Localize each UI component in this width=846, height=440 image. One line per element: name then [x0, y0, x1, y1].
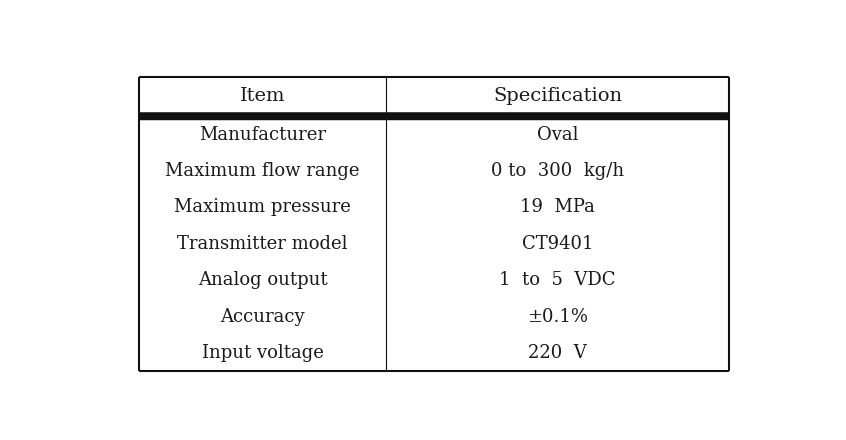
- Text: Manufacturer: Manufacturer: [199, 125, 326, 143]
- Text: Oval: Oval: [536, 125, 579, 143]
- Text: Analog output: Analog output: [198, 271, 327, 289]
- Text: CT9401: CT9401: [522, 235, 593, 253]
- Text: Maximum flow range: Maximum flow range: [165, 162, 360, 180]
- Text: 1  to  5  VDC: 1 to 5 VDC: [499, 271, 616, 289]
- Text: Transmitter model: Transmitter model: [177, 235, 348, 253]
- Text: Item: Item: [239, 88, 285, 106]
- Text: Specification: Specification: [493, 88, 622, 106]
- Text: ±0.1%: ±0.1%: [527, 308, 588, 326]
- Text: Maximum pressure: Maximum pressure: [174, 198, 351, 216]
- Text: 19  MPa: 19 MPa: [520, 198, 595, 216]
- Text: 220  V: 220 V: [528, 344, 587, 362]
- Text: 0 to  300  kg/h: 0 to 300 kg/h: [491, 162, 624, 180]
- Text: Accuracy: Accuracy: [220, 308, 305, 326]
- Text: Input voltage: Input voltage: [201, 344, 323, 362]
